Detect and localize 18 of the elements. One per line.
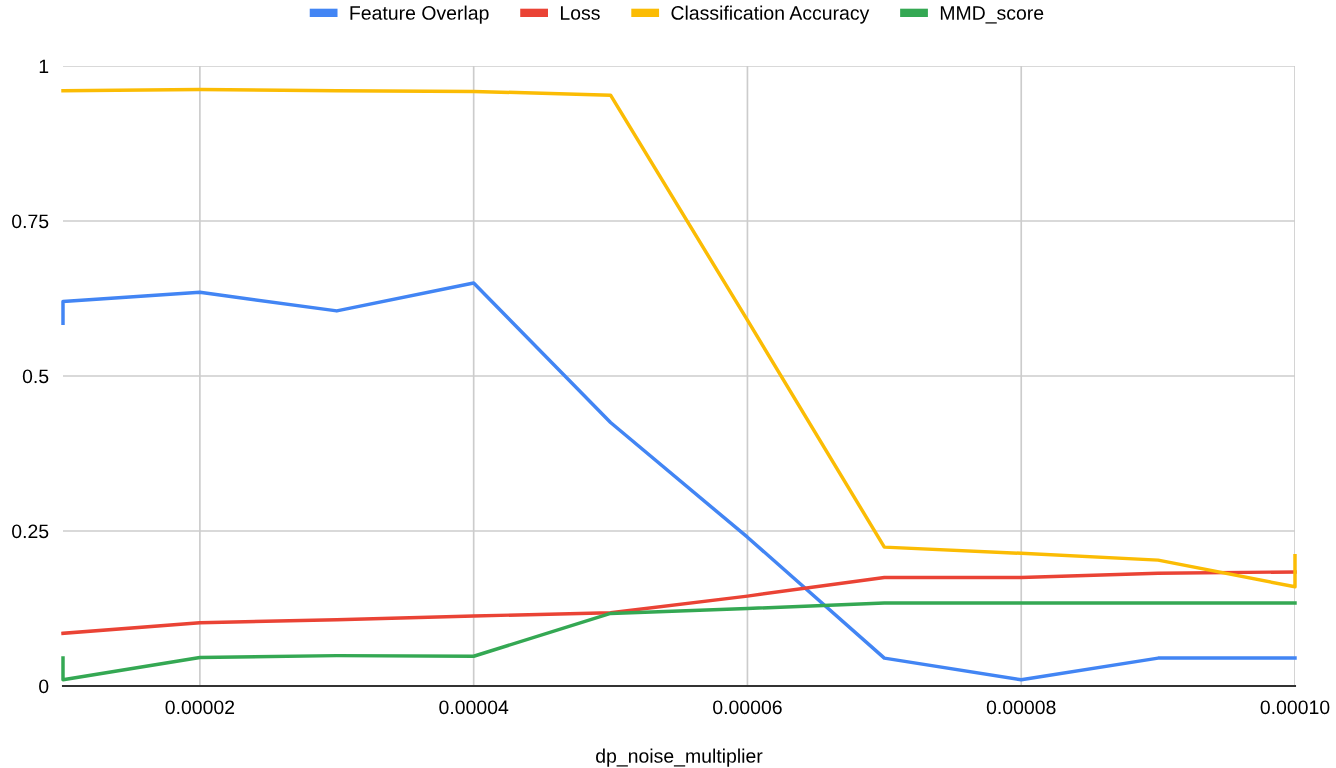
legend-label: MMD_score [940, 6, 1044, 24]
x-tick-label: 0.00002 [165, 700, 235, 715]
legend-label: Loss [560, 6, 600, 20]
y-tick-label: 0.25 [12, 524, 49, 539]
x-tick-label: 0.00010 [1260, 700, 1330, 715]
x-tick-label: 0.00008 [986, 700, 1056, 715]
line-series [61, 87, 1297, 589]
x-tick-label: 0.00004 [439, 700, 509, 715]
line-series [61, 601, 1297, 682]
legend-label: Classification Accuracy [671, 5, 870, 24]
y-tick-label: 0.5 [22, 369, 49, 384]
line-series [61, 281, 1297, 682]
x-axis-title: dp_noise_multiplier [596, 748, 763, 767]
x-tick-label: 0.00006 [713, 700, 782, 715]
y-tick-label: 0 [39, 679, 49, 694]
y-tick-label: 1 [39, 59, 49, 74]
y-tick-label: 0.75 [12, 214, 49, 229]
legend-label: Feature Overlap [350, 5, 489, 24]
